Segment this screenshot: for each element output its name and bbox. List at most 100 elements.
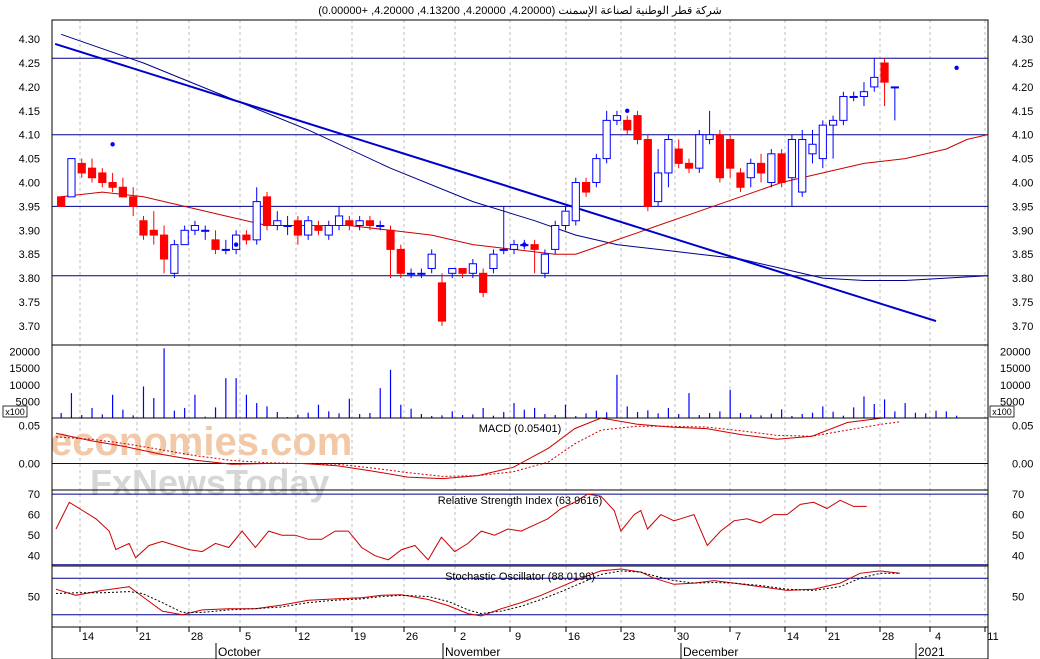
candle-body xyxy=(417,272,426,275)
price-tick-right: 3.80 xyxy=(1012,273,1033,285)
x-tick-label: 30 xyxy=(677,631,689,643)
candle-body xyxy=(798,138,807,193)
volume-tick-left: 15000 xyxy=(9,363,40,375)
price-tick-right: 4.15 xyxy=(1012,106,1033,118)
signal-dot xyxy=(233,242,239,247)
price-tick-right: 4.30 xyxy=(1012,34,1033,46)
x-tick-label: 28 xyxy=(191,631,203,643)
volume-tick-right: 10000 xyxy=(1000,380,1031,392)
month-label: 2021 xyxy=(918,645,945,659)
candle-body xyxy=(386,229,395,250)
candle-body xyxy=(293,220,302,236)
price-tick-left: 3.90 xyxy=(19,225,40,237)
candle-body xyxy=(273,220,282,227)
candle-body xyxy=(551,225,560,250)
price-tick-right: 3.70 xyxy=(1012,321,1033,333)
grid-lines xyxy=(79,20,986,627)
candle-body xyxy=(365,220,375,227)
price-tick-left: 3.80 xyxy=(19,273,40,285)
candle-body xyxy=(633,115,642,140)
candle-body xyxy=(684,162,694,169)
price-tick-right: 4.25 xyxy=(1012,58,1033,70)
x-tick-label: 21 xyxy=(139,631,151,643)
price-tick-left: 4.05 xyxy=(19,154,40,166)
x-tick-label: 5 xyxy=(245,631,251,643)
indicator-title: Relative Strength Index (63.9616) xyxy=(438,495,603,507)
price-panel xyxy=(52,33,988,326)
signal-dot xyxy=(110,142,115,147)
price-tick-right: 4.20 xyxy=(1012,82,1033,94)
volume-tick-left: 10000 xyxy=(9,380,40,392)
candle-body xyxy=(736,172,745,188)
candle-body xyxy=(159,234,169,260)
price-tick-left: 4.15 xyxy=(19,106,40,118)
price-tick-right: 3.90 xyxy=(1012,225,1033,237)
candle-body xyxy=(808,143,817,155)
panel-frame-price xyxy=(51,19,989,346)
candle-body xyxy=(767,153,776,184)
candle-body xyxy=(324,225,333,236)
candle-body xyxy=(890,86,899,89)
candle-body xyxy=(726,138,735,169)
candle-body xyxy=(828,119,838,126)
panel-frame-vol xyxy=(51,344,989,419)
price-tick-left: 4.25 xyxy=(19,58,40,70)
moving-average-red xyxy=(61,134,988,255)
month-label: October xyxy=(218,645,261,659)
x-tick-label: 4 xyxy=(935,631,941,643)
candle-body xyxy=(190,225,200,231)
price-tick-right: 3.85 xyxy=(1012,249,1033,261)
trendline xyxy=(54,42,937,323)
candle-body xyxy=(77,162,86,174)
indicator-series-1 xyxy=(55,570,900,615)
volume-unit-left: x100 xyxy=(5,407,25,417)
x-tick-label: 19 xyxy=(354,631,366,643)
watermark-line1: economies.com xyxy=(50,420,352,464)
candle-body xyxy=(232,234,241,250)
x-tick-label: 2 xyxy=(460,631,466,643)
price-tick-left: 3.70 xyxy=(19,321,40,333)
month-label: December xyxy=(683,645,738,659)
candle-body xyxy=(870,76,879,88)
volume-tick-right: 20000 xyxy=(1000,347,1031,359)
candle-body xyxy=(129,196,138,207)
candle-body xyxy=(468,263,477,274)
x-tick-label: 23 xyxy=(623,631,635,643)
indicator-tick-left: 0.00 xyxy=(19,458,40,470)
candle-body xyxy=(201,229,210,232)
indicator-series-0 xyxy=(55,417,900,480)
volume-tick-right: 15000 xyxy=(1000,363,1031,375)
price-tick-left: 4.20 xyxy=(19,82,40,94)
candle-body xyxy=(623,119,632,131)
candle-body xyxy=(221,248,230,251)
candle-body xyxy=(530,244,539,250)
candle-body xyxy=(561,210,570,227)
volume-unit-box-left xyxy=(2,405,28,418)
candle-body xyxy=(664,138,673,174)
x-tick-label: 28 xyxy=(882,631,894,643)
candle-body xyxy=(355,220,364,227)
candle-body xyxy=(509,244,519,250)
candle-body xyxy=(715,134,724,179)
candle-body xyxy=(674,148,683,164)
candle-body xyxy=(643,138,652,207)
volume-unit-box-right xyxy=(989,405,1015,418)
candle-body xyxy=(818,124,827,160)
candle-body xyxy=(211,239,220,250)
candle-body xyxy=(777,153,786,184)
candle-body xyxy=(612,115,622,121)
price-tick-left: 4.00 xyxy=(19,178,40,190)
candle-body xyxy=(581,182,591,193)
indicator-tick-right: 60 xyxy=(1012,510,1024,522)
watermark: economies.com FxNewsToday xyxy=(50,420,352,503)
volume-tick-left: 5000 xyxy=(16,396,40,408)
candle-body xyxy=(602,119,611,160)
x-tick-label: 11 xyxy=(987,631,998,643)
candle-body xyxy=(396,248,405,274)
candle-body xyxy=(479,272,488,293)
indicator-series-0 xyxy=(55,493,867,561)
candle-body xyxy=(304,220,313,236)
candle-body xyxy=(695,134,704,169)
stoch-panel: Stochastic Oscillator (88.0196) xyxy=(52,568,988,617)
